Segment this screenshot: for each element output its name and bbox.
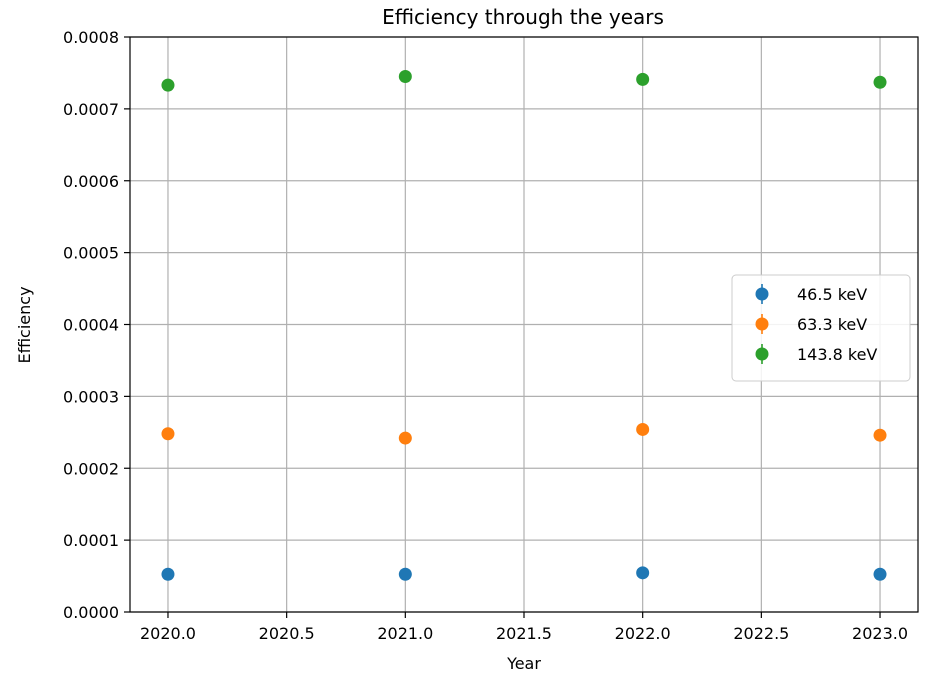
data-point: [161, 78, 175, 92]
x-axis-label: Year: [506, 654, 541, 673]
y-tick-label: 0.0005: [63, 244, 119, 263]
legend-box: [731, 274, 911, 382]
y-tick-label: 0.0004: [63, 316, 119, 335]
legend-label: 46.5 keV: [797, 285, 867, 304]
legend-marker: [755, 317, 769, 331]
legend-marker: [755, 347, 769, 361]
data-point: [398, 431, 412, 445]
x-tick-label: 2023.0: [852, 624, 908, 643]
y-tick-label: 0.0003: [63, 387, 119, 406]
legend-label: 143.8 keV: [797, 345, 877, 364]
data-point: [398, 567, 412, 581]
data-point: [398, 70, 412, 84]
y-axis-ticks: 0.0000 0.0001 0.0002 0.0003 0.0004 0.0005 0.00…: [63, 28, 130, 622]
data-point: [873, 567, 887, 581]
data-points: [161, 70, 887, 581]
y-tick-label: 0.0000: [63, 603, 119, 622]
x-axis-ticks: 2020.0 2020.5 2021.0 2021.5 2022.0 2022.5 2023…: [140, 612, 908, 643]
legend-label: 63.3 keV: [797, 315, 867, 334]
y-axis-label: Efficiency: [15, 286, 34, 363]
y-tick-label: 0.0002: [63, 459, 119, 478]
y-tick-label: 0.0006: [63, 172, 119, 191]
x-tick-label: 2022.0: [615, 624, 671, 643]
legend: 46.5 keV 63.3 keV 143.8 keV: [731, 274, 911, 382]
y-tick-label: 0.0007: [63, 100, 119, 119]
data-point: [636, 72, 650, 86]
data-point: [873, 75, 887, 89]
y-tick-label: 0.0001: [63, 531, 119, 550]
data-point: [636, 422, 650, 436]
legend-marker: [755, 287, 769, 301]
data-point: [636, 566, 650, 580]
x-tick-label: 2020.0: [140, 624, 196, 643]
data-point: [161, 427, 175, 441]
data-point: [873, 428, 887, 442]
y-tick-label: 0.0008: [63, 28, 119, 47]
data-point: [161, 567, 175, 581]
x-tick-label: 2021.0: [377, 624, 433, 643]
chart-title: Efficiency through the years: [382, 5, 664, 29]
x-tick-label: 2020.5: [259, 624, 315, 643]
x-tick-label: 2022.5: [733, 624, 789, 643]
x-tick-label: 2021.5: [496, 624, 552, 643]
